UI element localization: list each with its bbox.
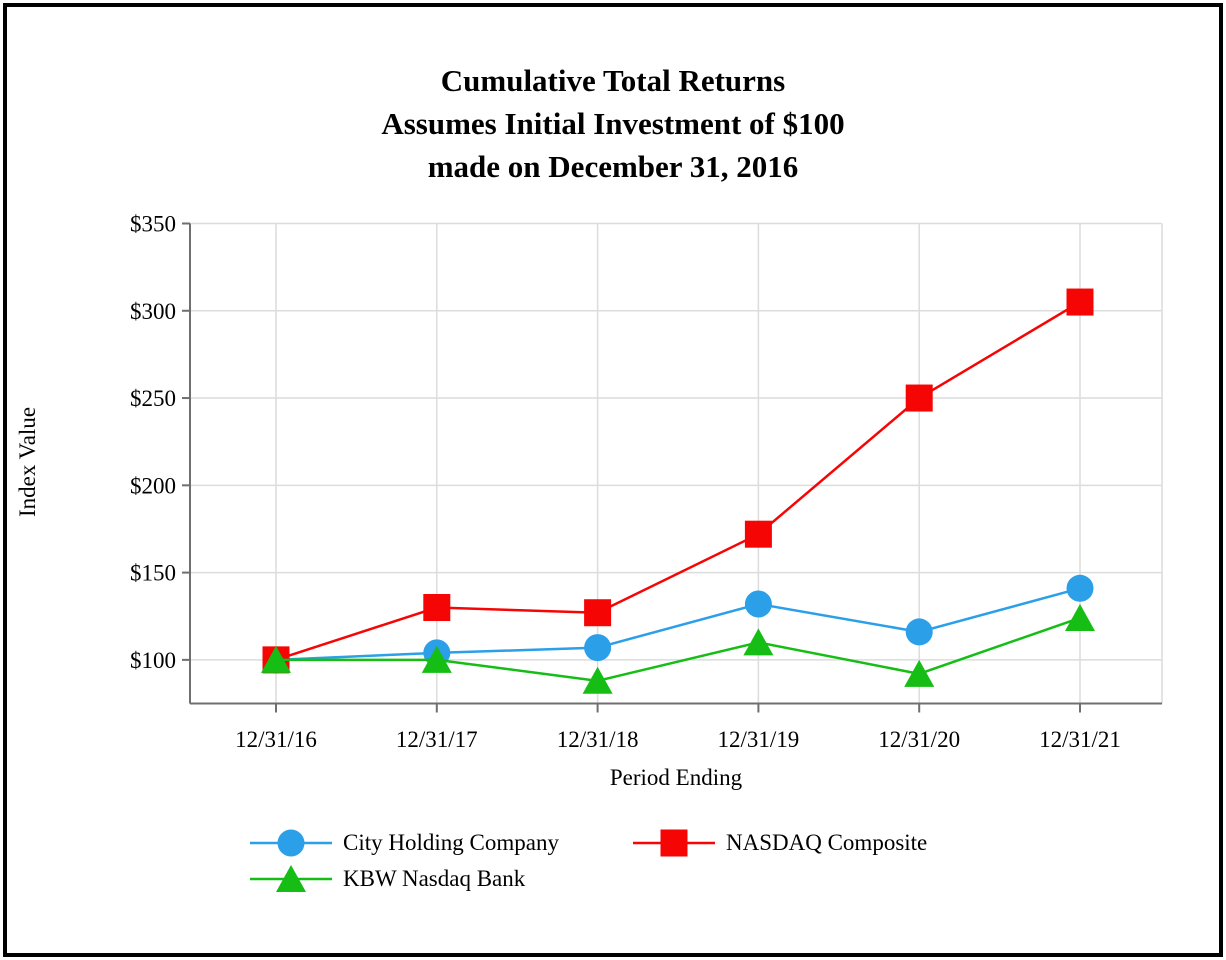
data-point-triangle bbox=[743, 628, 774, 656]
chart-title: Cumulative Total Returns Assumes Initial… bbox=[0, 59, 1226, 188]
data-point-square bbox=[1066, 288, 1094, 316]
x-axis-title: Period Ending bbox=[609, 765, 743, 790]
legend-label: NASDAQ Composite bbox=[726, 830, 928, 855]
data-point-triangle bbox=[261, 645, 291, 673]
data-point-triangle bbox=[582, 666, 613, 694]
x-tick-label: 12/31/17 bbox=[396, 727, 478, 752]
y-tick-label: $250 bbox=[130, 386, 176, 411]
data-point-circle bbox=[744, 590, 772, 618]
x-tick-label: 12/31/19 bbox=[718, 727, 800, 752]
data-point-square bbox=[584, 599, 612, 627]
x-tick-label: 12/31/21 bbox=[1039, 727, 1121, 752]
y-tick-label: $300 bbox=[130, 299, 176, 324]
series-line bbox=[275, 300, 1081, 662]
data-point-triangle bbox=[421, 645, 452, 673]
data-point-square bbox=[905, 384, 933, 412]
x-tick-label: 12/31/20 bbox=[878, 727, 960, 752]
legend-item-nasdaq-composite: NASDAQ Composite bbox=[633, 824, 927, 862]
y-tick-label: $150 bbox=[130, 561, 176, 586]
data-point-square bbox=[744, 520, 772, 548]
chart-title-line-1: Cumulative Total Returns bbox=[440, 63, 786, 98]
data-point-circle bbox=[584, 634, 612, 662]
y-axis-title: Index Value bbox=[15, 406, 40, 518]
legend-marker-triangle-icon bbox=[250, 865, 332, 892]
series-line bbox=[275, 587, 1081, 662]
x-tick-label: 12/31/18 bbox=[557, 727, 639, 752]
chart-title-line-2: Assumes Initial Investment of $100 bbox=[381, 106, 845, 141]
y-tick-label: $350 bbox=[130, 212, 176, 237]
x-tick-label: 12/31/16 bbox=[235, 727, 317, 752]
legend-marker-circle-icon bbox=[250, 829, 332, 857]
y-tick-label: $200 bbox=[130, 473, 176, 498]
legend-item-city-holding: City Holding Company bbox=[250, 824, 559, 862]
legend-marker-square-icon bbox=[633, 829, 715, 857]
chart-title-line-3: made on December 31, 2016 bbox=[427, 149, 799, 184]
legend-item-kbw-nasdaq-bank: KBW Nasdaq Bank bbox=[250, 860, 525, 898]
data-point-triangle bbox=[904, 659, 935, 687]
legend-label: KBW Nasdaq Bank bbox=[343, 866, 526, 891]
y-tick-label: $100 bbox=[130, 648, 176, 673]
series-line bbox=[276, 616, 1081, 683]
legend-label: City Holding Company bbox=[343, 830, 559, 855]
data-point-square bbox=[660, 829, 688, 857]
data-point-triangle bbox=[276, 865, 306, 892]
data-point-circle bbox=[1066, 574, 1094, 602]
data-point-triangle bbox=[1065, 603, 1095, 631]
data-point-square bbox=[423, 594, 451, 621]
data-point-circle bbox=[277, 829, 305, 857]
data-point-circle bbox=[905, 618, 933, 646]
